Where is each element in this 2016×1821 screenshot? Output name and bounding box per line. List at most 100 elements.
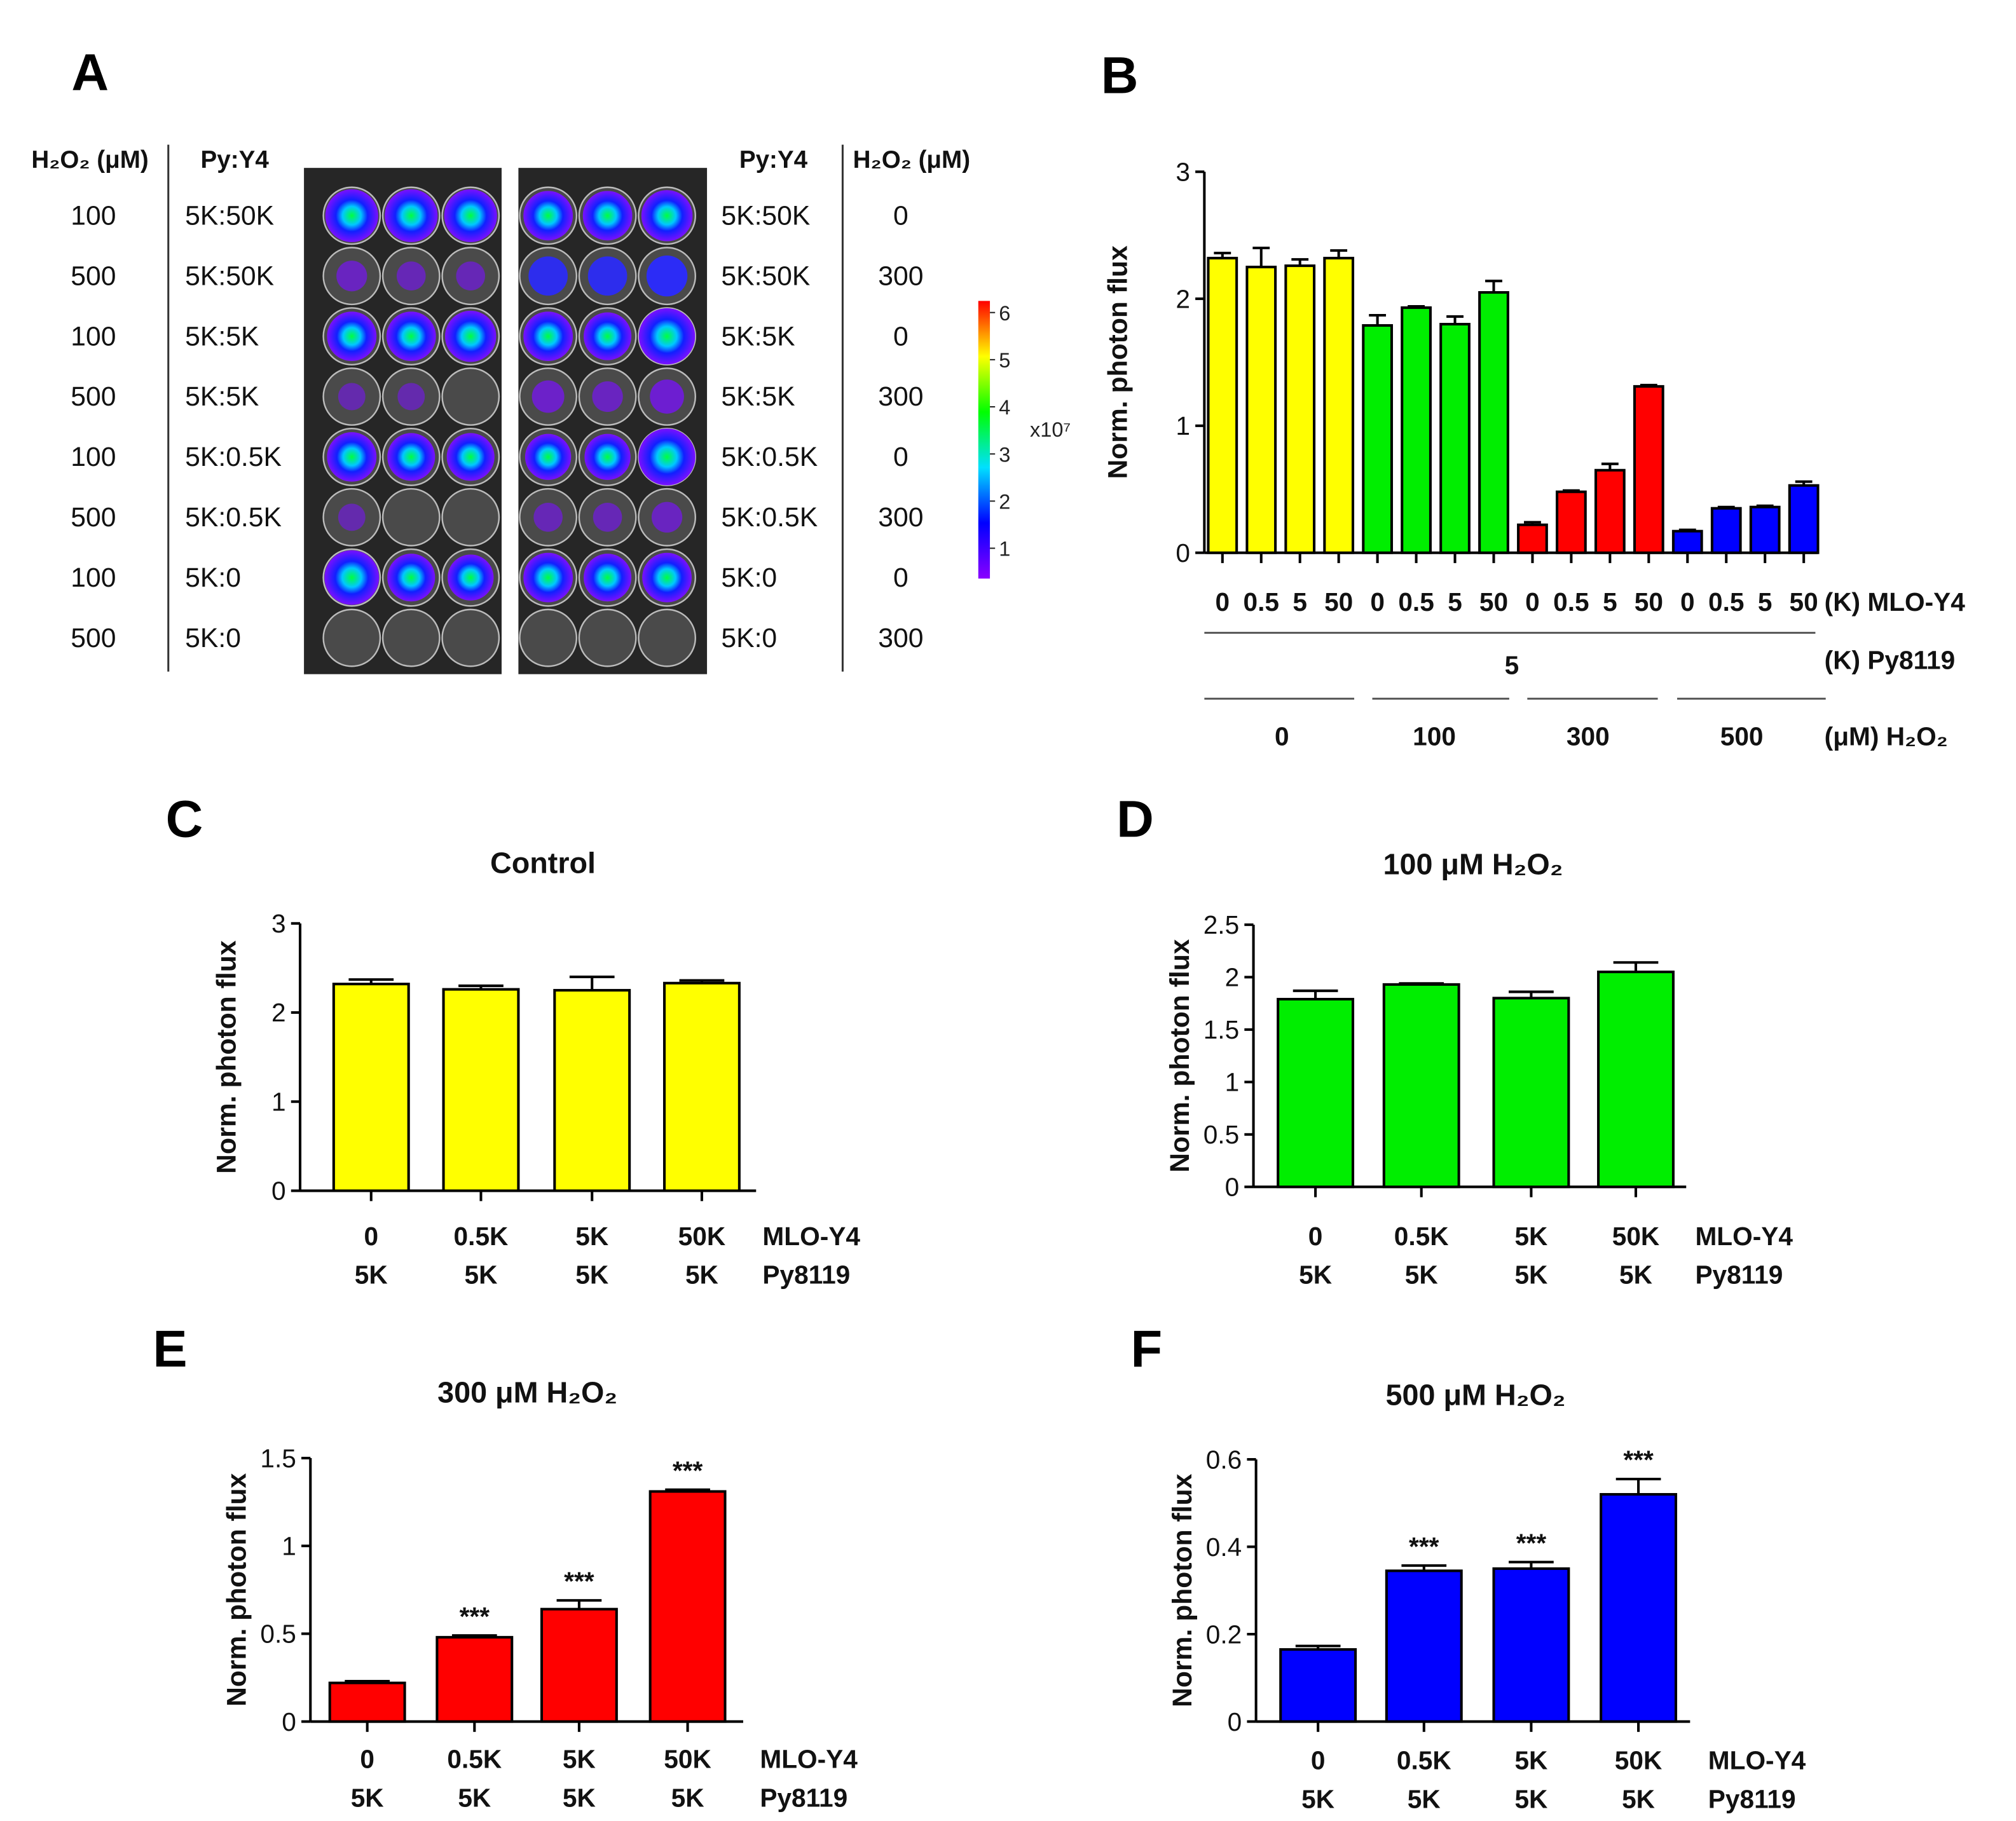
x-tick-label: 5K xyxy=(1514,1222,1547,1251)
bar xyxy=(1478,291,1509,554)
left-h2o2-value: 100 xyxy=(71,201,116,231)
well xyxy=(322,608,381,667)
bar xyxy=(1556,490,1587,554)
well-signal xyxy=(531,380,565,413)
well-signal xyxy=(584,433,631,481)
significance-label: *** xyxy=(460,1602,490,1631)
bar xyxy=(1492,1567,1570,1723)
well-signal xyxy=(338,383,366,411)
bar xyxy=(1362,324,1394,554)
bar xyxy=(435,1635,514,1723)
x-tick-label: 0 xyxy=(364,1222,378,1251)
well xyxy=(441,608,500,667)
bar xyxy=(1279,1648,1357,1723)
left-ratio-value: 5K:0 xyxy=(185,563,241,593)
right-ratio-value: 5K:0 xyxy=(721,563,777,593)
well-signal xyxy=(638,308,696,365)
right-ratio-value: 5K:0.5K xyxy=(721,502,818,533)
bar xyxy=(540,1607,618,1723)
y-tick-label: 0.5 xyxy=(1203,1120,1239,1149)
well-signal xyxy=(327,311,377,362)
bar xyxy=(328,1681,406,1723)
left-ratio-value: 5K:50K xyxy=(185,201,274,231)
well-signal xyxy=(651,501,683,533)
left-ratio-value: 5K:5K xyxy=(185,321,259,351)
y-tick-label: 3 xyxy=(1176,157,1190,186)
panel-label-e: E xyxy=(153,1320,187,1378)
well-signal xyxy=(385,189,438,242)
bar xyxy=(1492,997,1570,1189)
x-tick-label: 5K xyxy=(563,1745,596,1774)
x-tick-label: 5 xyxy=(1293,587,1307,617)
significance-label: *** xyxy=(673,1456,703,1485)
well-signal xyxy=(587,256,627,296)
bar xyxy=(1594,468,1626,554)
row-label-py: Py8119 xyxy=(1708,1785,1796,1814)
significance-label: *** xyxy=(1516,1528,1547,1557)
colorbar-tick-label: 3 xyxy=(999,443,1010,466)
bar xyxy=(1633,385,1664,554)
x-tick-label-2: 5K xyxy=(1299,1260,1332,1290)
bar xyxy=(1245,266,1277,554)
well-signal xyxy=(533,502,563,532)
x-tick-label: 0 xyxy=(1525,587,1540,617)
colorbar xyxy=(978,301,991,579)
right-ratio-value: 5K:5K xyxy=(721,321,795,351)
significance-label: *** xyxy=(1623,1445,1654,1475)
x-tick-label: 0 xyxy=(1308,1222,1323,1251)
well-signal xyxy=(387,554,435,602)
right-h2o2-value: 300 xyxy=(878,261,923,291)
x-tick-label: 50 xyxy=(1324,587,1353,617)
x-tick-label: 5 xyxy=(1758,587,1773,617)
chart-title: 300 μM H₂O₂ xyxy=(437,1376,617,1409)
x-tick-label-2: 5K xyxy=(355,1260,388,1290)
well-signal xyxy=(397,383,425,411)
chart-title: 500 μM H₂O₂ xyxy=(1386,1379,1566,1412)
row-label-mlo: MLO-Y4 xyxy=(762,1222,860,1251)
significance-label: *** xyxy=(1409,1532,1439,1561)
colorbar-tick-label: 1 xyxy=(999,538,1010,561)
y-tick-label: 0.5 xyxy=(260,1620,296,1649)
left-ratio-value: 5K:0.5K xyxy=(185,502,282,533)
y-axis-label: Norm. photon flux xyxy=(211,940,242,1174)
well-signal xyxy=(387,433,435,481)
x-tick-label-2: 5K xyxy=(1408,1785,1441,1814)
bar xyxy=(1401,306,1432,554)
y-tick-label: 2.5 xyxy=(1203,910,1239,939)
right-ratio-value: 5K:0.5K xyxy=(721,442,818,472)
chart-title: 100 μM H₂O₂ xyxy=(1383,848,1563,881)
bar xyxy=(1323,257,1355,554)
x-tick-label-2: 5K xyxy=(1619,1260,1652,1290)
well xyxy=(381,488,441,547)
well-signal xyxy=(396,261,426,291)
well-signal xyxy=(584,554,632,602)
bar xyxy=(1284,264,1316,554)
well-signal xyxy=(646,256,688,297)
left-h2o2-value: 100 xyxy=(71,321,116,351)
well-signal xyxy=(638,428,696,486)
well-signal xyxy=(386,311,436,362)
x-tick-label: 50K xyxy=(1612,1222,1660,1251)
x-tick-label: 50K xyxy=(664,1745,711,1774)
y-tick-label: 1 xyxy=(271,1087,286,1116)
well xyxy=(578,608,637,667)
well-signal xyxy=(456,261,486,291)
x-tick-label: 50K xyxy=(678,1222,726,1251)
well xyxy=(638,608,696,667)
bar xyxy=(1749,505,1781,554)
left-h2o2-value: 100 xyxy=(71,442,116,472)
y-axis-label: Norm. photon flux xyxy=(1165,939,1195,1173)
row-label-py: (K) Py8119 xyxy=(1825,646,1956,675)
y-axis-label: Norm. photon flux xyxy=(1167,1473,1198,1707)
row-label-mlo: (K) MLO-Y4 xyxy=(1825,587,1966,617)
left-ratio-value: 5K:5K xyxy=(185,381,259,412)
h2o2-group-label: 100 xyxy=(1413,721,1456,751)
colorbar-unit: x10⁷ xyxy=(1030,418,1071,441)
bar xyxy=(1382,983,1460,1189)
y-tick-label: 0.2 xyxy=(1206,1620,1242,1649)
x-tick-label: 0.5K xyxy=(447,1745,502,1774)
x-tick-label: 0 xyxy=(1311,1746,1326,1775)
y-tick-label: 1 xyxy=(282,1531,296,1560)
bar xyxy=(1207,257,1238,554)
